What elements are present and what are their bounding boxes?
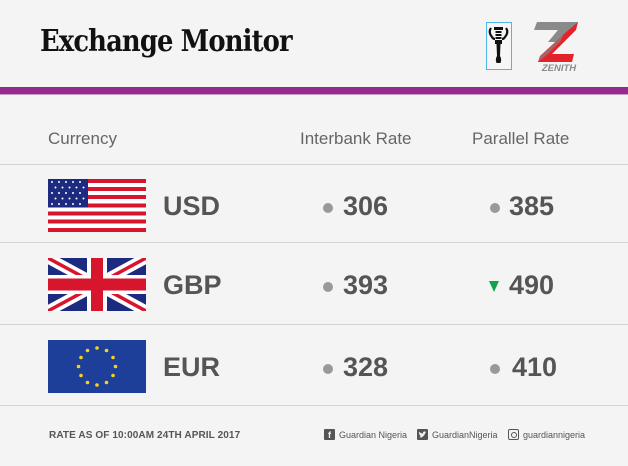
unchanged-dot-icon	[490, 203, 500, 213]
column-header-parallel: Parallel Rate	[472, 129, 570, 148]
parallel-rate: 490	[509, 270, 555, 300]
accent-bar	[0, 87, 628, 94]
zenith-z-icon: ZENITH	[534, 22, 578, 74]
interbank-rate: 393	[343, 270, 389, 300]
parallel-rate: 385	[509, 191, 555, 221]
down-arrow-icon	[489, 281, 499, 292]
eu-flag-icon	[48, 340, 146, 393]
currency-code: USD	[163, 191, 221, 221]
accent-bar-shadow	[0, 94, 628, 95]
interbank-rate: 328	[343, 352, 389, 382]
social-label: guardiannigeria	[523, 429, 586, 440]
divider	[0, 242, 628, 243]
rate-timestamp: RATE AS OF 10:00AM 24TH APRIL 2017	[49, 430, 241, 441]
currency-code: EUR	[163, 352, 221, 382]
divider	[0, 164, 628, 165]
us-flag-icon	[48, 179, 146, 232]
unchanged-dot-icon	[490, 364, 500, 374]
interbank-rate: 306	[343, 191, 389, 221]
divider	[0, 324, 628, 325]
torch-icon	[488, 27, 509, 63]
unchanged-dot-icon	[323, 364, 333, 374]
social-label: GuardianNigeria	[432, 429, 498, 440]
facebook-icon: f	[324, 429, 335, 440]
column-header-currency: Currency	[48, 129, 117, 148]
uk-flag-icon	[48, 258, 146, 311]
unchanged-dot-icon	[323, 203, 333, 213]
social-label: Guardian Nigeria	[339, 429, 408, 440]
page-title: Exchange Monitor	[40, 24, 293, 59]
social-facebook[interactable]: f Guardian Nigeria	[324, 429, 407, 440]
guardian-logo	[486, 22, 512, 70]
twitter-icon	[417, 429, 428, 440]
zenith-logo: ZENITH	[530, 20, 586, 74]
svg-text:ZENITH: ZENITH	[541, 63, 577, 72]
divider	[0, 405, 628, 406]
column-header-interbank: Interbank Rate	[300, 129, 412, 148]
social-twitter[interactable]: GuardianNigeria	[417, 429, 498, 440]
unchanged-dot-icon	[323, 282, 333, 292]
currency-code: GBP	[163, 270, 222, 300]
parallel-rate: 410	[512, 352, 558, 382]
social-instagram[interactable]: guardiannigeria	[508, 429, 585, 440]
instagram-icon	[508, 429, 519, 440]
